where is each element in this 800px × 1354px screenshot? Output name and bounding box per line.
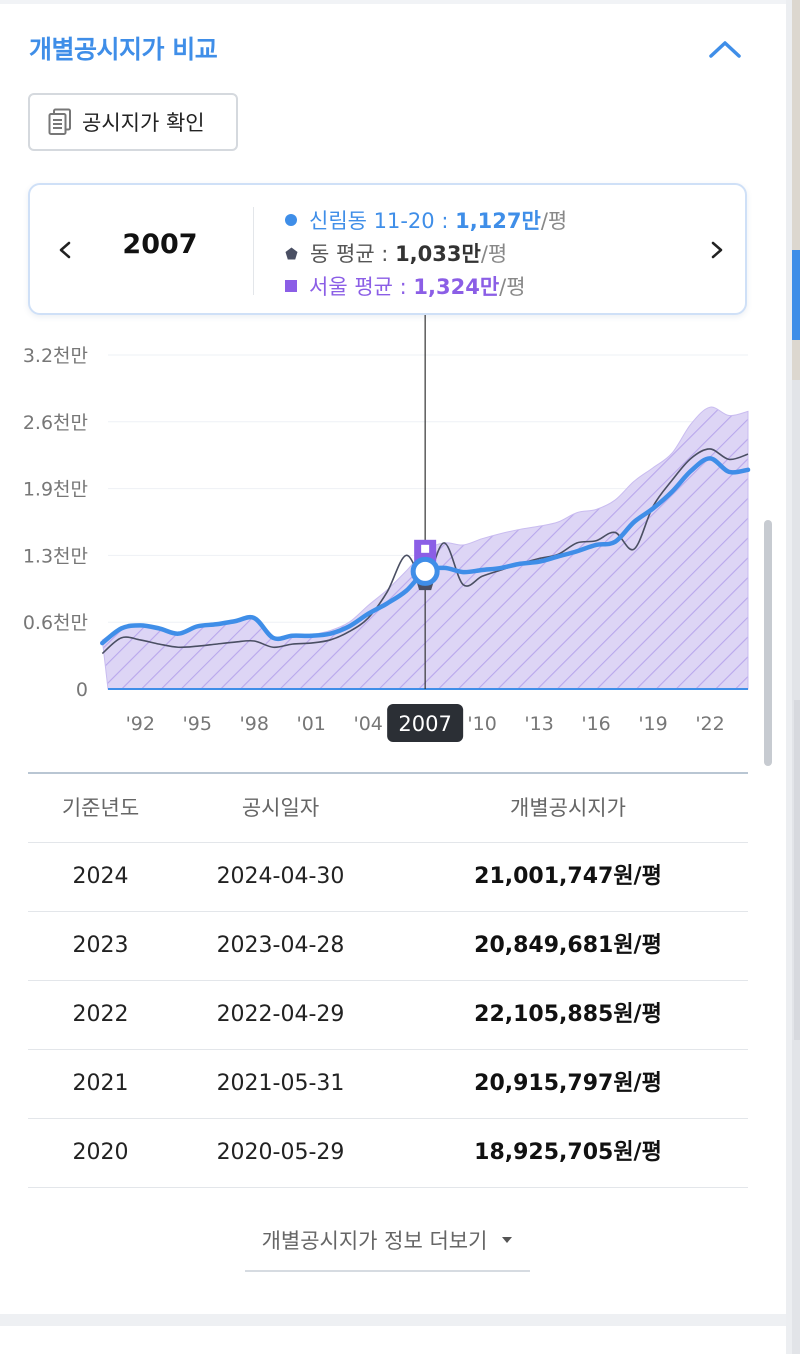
cell-price: 22,105,885원/평 xyxy=(474,1002,662,1027)
table-row: 2021 2021-05-31 20,915,797원/평 xyxy=(28,1050,748,1119)
y-tick-label: 1.9천만 xyxy=(23,479,88,501)
x-tick-label: '04 xyxy=(353,713,382,735)
x-tick-label: '16 xyxy=(581,713,610,735)
parcel-price-marker xyxy=(410,556,440,586)
header-year: 기준년도 xyxy=(61,796,140,820)
highlight-year-badge xyxy=(387,704,464,742)
legend-dong-name: 동 평균 : xyxy=(310,242,396,266)
year-selector-card: 2007 신림동 11-20 : 1,127만/평 동 평균 : 1,033만/… xyxy=(28,183,747,315)
legend-parcel-value: 1,127만 xyxy=(455,209,541,233)
cell-year: 2023 xyxy=(72,933,129,958)
y-tick-label: 2.6천만 xyxy=(23,412,88,434)
legend-dong-value: 1,033만 xyxy=(395,242,481,266)
cell-date: 2023-04-28 xyxy=(216,933,345,958)
x-tick-label: '92 xyxy=(126,713,155,735)
section-title: 개별공시지가 비교 xyxy=(29,35,218,64)
cell-price: 20,849,681원/평 xyxy=(474,933,662,958)
y-tick-label: 0 xyxy=(76,679,88,701)
x-tick-label: '22 xyxy=(695,713,724,735)
y-tick-label: 1.3천만 xyxy=(23,545,88,567)
highlight-year-label: 2007 xyxy=(398,712,451,736)
price-chart[interactable]: 3.2천만 2.6천만 1.9천만 1.3천만 0.6천만 0 '92 '95 '98 '01 '0… xyxy=(0,315,786,765)
chevron-up-icon[interactable] xyxy=(708,38,742,60)
header-price: 개별공시지가 xyxy=(510,796,626,820)
legend-dong: 동 평균 : 1,033만/평 xyxy=(285,238,507,268)
x-tick-label: '19 xyxy=(638,713,667,735)
map-edge xyxy=(786,0,800,1354)
cell-date: 2021-05-31 xyxy=(216,1071,345,1096)
seoul-average-marker-inner xyxy=(421,544,430,553)
card-divider xyxy=(253,207,254,295)
show-more-label: 개별공시지가 정보 더보기 xyxy=(261,1229,488,1253)
table-header: 기준년도 공시일자 개별공시지가 xyxy=(28,772,748,843)
legend-seoul: 서울 평균 : 1,324만/평 xyxy=(285,271,526,301)
table-row: 2024 2024-04-30 21,001,747원/평 xyxy=(28,843,748,912)
scrollbar-thumb[interactable] xyxy=(764,520,772,766)
chevron-right-icon[interactable] xyxy=(696,225,736,275)
table-row: 2022 2022-04-29 22,105,885원/평 xyxy=(28,981,748,1050)
cell-price: 20,915,797원/평 xyxy=(474,1071,662,1096)
cell-date: 2022-04-29 xyxy=(216,1002,345,1027)
cell-price: 21,001,747원/평 xyxy=(474,864,662,889)
cell-year: 2020 xyxy=(72,1140,129,1165)
top-divider xyxy=(0,0,786,4)
confirm-price-label: 공시지가 확인 xyxy=(82,111,205,135)
chevron-left-icon[interactable] xyxy=(44,225,84,275)
caret-down-icon xyxy=(502,1237,513,1243)
legend-dong-unit: /평 xyxy=(480,242,508,266)
table-row: 2020 2020-05-29 18,925,705원/평 xyxy=(28,1119,748,1188)
table-row: 2023 2023-04-28 20,849,681원/평 xyxy=(28,912,748,981)
legend-seoul-value: 1,324만 xyxy=(413,275,500,299)
selected-year: 2007 xyxy=(122,229,198,260)
legend-seoul-name: 서울 평균 : xyxy=(309,275,414,299)
x-tick-label: '10 xyxy=(467,713,496,735)
cell-year: 2021 xyxy=(72,1071,129,1096)
legend-parcel: 신림동 11-20 : 1,127만/평 xyxy=(285,205,567,235)
legend-parcel-unit: /평 xyxy=(540,209,568,233)
cell-date: 2020-05-29 xyxy=(216,1140,345,1165)
cell-price: 18,925,705원/평 xyxy=(474,1140,662,1165)
x-tick-label: '13 xyxy=(524,713,553,735)
show-more-button[interactable]: 개별공시지가 정보 더보기 xyxy=(245,1210,530,1272)
header-date: 공시일자 xyxy=(241,796,320,820)
price-table: 기준년도 공시일자 개별공시지가 2024 2024-04-30 21,001,… xyxy=(28,772,748,1188)
y-tick-label: 3.2천만 xyxy=(23,345,88,367)
square-icon xyxy=(285,280,297,292)
cell-year: 2024 xyxy=(72,864,129,889)
document-icon xyxy=(48,108,71,135)
blue-dot-icon xyxy=(285,214,297,226)
confirm-price-button[interactable]: 공시지가 확인 xyxy=(28,93,238,151)
legend-seoul-unit: /평 xyxy=(499,275,526,299)
bottom-divider xyxy=(0,1314,786,1326)
x-tick-label: '98 xyxy=(240,713,269,735)
cell-date: 2024-04-30 xyxy=(216,864,345,889)
x-tick-label: '01 xyxy=(297,713,326,735)
legend-parcel-name: 신림동 11-20 : xyxy=(309,209,456,233)
y-tick-label: 0.6천만 xyxy=(23,612,88,634)
x-tick-label: '95 xyxy=(183,713,212,735)
cell-year: 2022 xyxy=(72,1002,129,1027)
pentagon-icon xyxy=(285,247,298,259)
